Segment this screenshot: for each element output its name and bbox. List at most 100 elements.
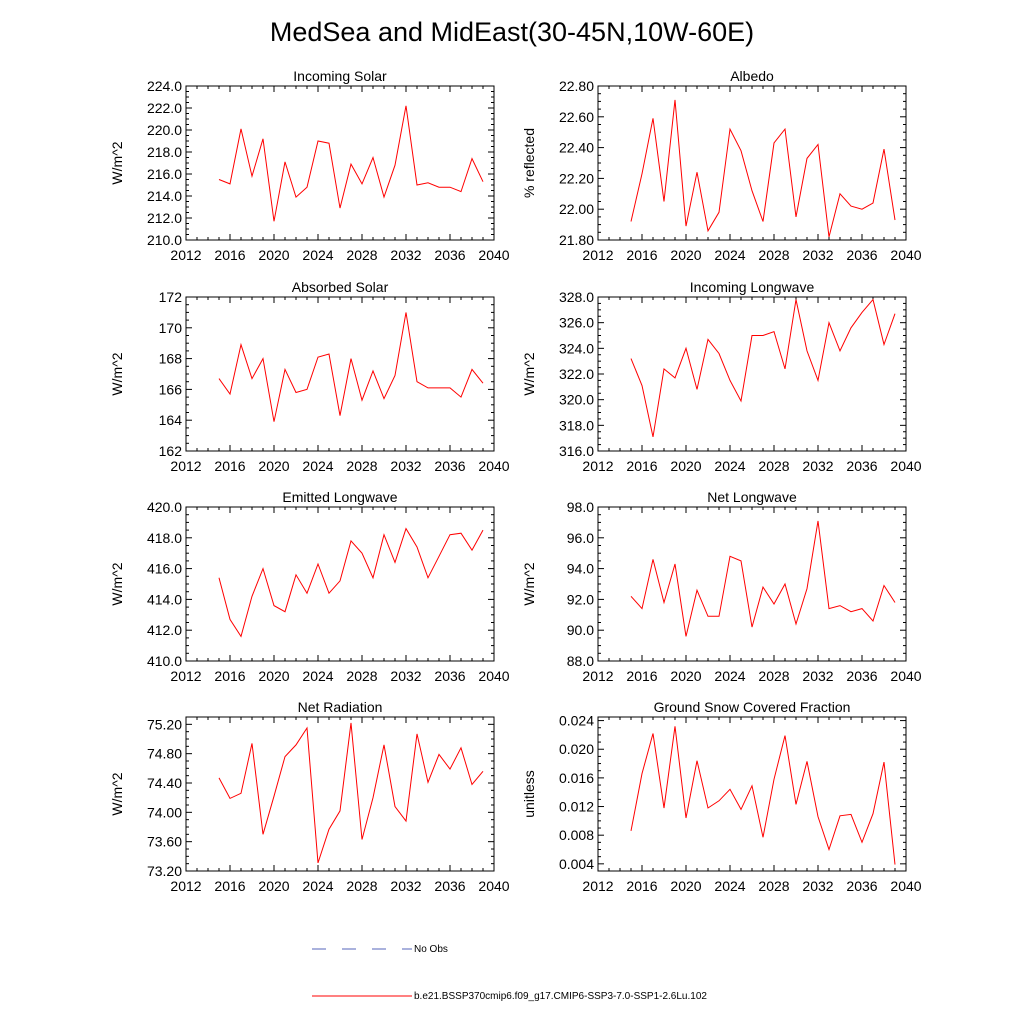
x-tick-label: 2016 — [214, 247, 245, 263]
series-line — [218, 527, 484, 638]
y-tick-label: 320.0 — [559, 392, 594, 408]
x-tick-label: 2024 — [714, 668, 745, 684]
y-axis-label: W/m^2 — [109, 352, 125, 395]
y-tick-label: 90.0 — [567, 622, 594, 638]
x-tick-label: 2036 — [434, 668, 465, 684]
y-tick-label: 170 — [159, 320, 183, 336]
x-tick-label: 2032 — [802, 247, 833, 263]
y-tick-label: 322.0 — [559, 366, 594, 382]
y-tick-label: 168 — [159, 351, 183, 367]
y-tick-label: 22.20 — [559, 170, 594, 186]
series-line — [218, 722, 484, 864]
panels: Incoming Solar 2012 2016 2020 2024 2028 2032 20… — [109, 68, 922, 894]
series-line — [630, 520, 896, 637]
x-tick-label: 2040 — [478, 878, 509, 894]
x-tick-label: 2016 — [214, 878, 245, 894]
y-tick-label: 74.80 — [147, 746, 182, 762]
x-tick-label: 2040 — [890, 458, 921, 474]
x-tick-label: 2024 — [714, 247, 745, 263]
y-tick-label: 212.0 — [147, 210, 182, 226]
y-tick-label: 412.0 — [147, 622, 182, 638]
x-tick-label: 2020 — [258, 458, 289, 474]
y-tick-label: 0.020 — [559, 741, 594, 757]
x-tick-label: 2012 — [582, 247, 613, 263]
x-tick-label: 2036 — [846, 668, 877, 684]
chart-panel-1: Incoming Solar 2012 2016 2020 2024 2028 2032 20… — [109, 68, 510, 263]
x-tick-label: 2016 — [626, 458, 657, 474]
plot-frame — [185, 296, 495, 452]
x-tick-label: 2032 — [390, 458, 421, 474]
plot-frame — [185, 85, 495, 241]
y-tick-label: 214.0 — [147, 188, 182, 204]
series-line — [630, 726, 896, 865]
x-tick-label: 2016 — [626, 247, 657, 263]
y-tick-label: 21.80 — [559, 232, 594, 248]
y-tick-label: 224.0 — [147, 78, 182, 94]
y-tick-label: 414.0 — [147, 591, 182, 607]
y-axis-label: W/m^2 — [109, 562, 125, 605]
x-tick-label: 2016 — [626, 878, 657, 894]
x-tick-label: 2024 — [302, 878, 333, 894]
x-tick-label: 2040 — [478, 458, 509, 474]
y-tick-label: 22.80 — [559, 78, 594, 94]
y-tick-label: 73.60 — [147, 834, 182, 850]
y-tick-label: 326.0 — [559, 315, 594, 331]
x-tick-label: 2032 — [390, 668, 421, 684]
y-tick-label: 418.0 — [147, 530, 182, 546]
y-axis-label: W/m^2 — [521, 352, 537, 395]
y-tick-label: 420.0 — [147, 499, 182, 515]
y-tick-label: 0.004 — [559, 856, 594, 872]
y-tick-label: 74.40 — [147, 775, 182, 791]
y-tick-label: 316.0 — [559, 443, 594, 459]
chart-panel-3: Absorbed Solar 2012 2016 2020 2024 2028 2032 20… — [109, 279, 510, 474]
x-tick-label: 2032 — [802, 458, 833, 474]
chart-panel-7: Net Radiation 2012 2016 2020 2024 2028 2032 203… — [109, 699, 510, 894]
series-line — [630, 298, 896, 438]
plot-frame — [597, 506, 907, 662]
x-tick-label: 2016 — [214, 668, 245, 684]
chart-panel-8: Ground Snow Covered Fraction 2012 2016 2020… — [521, 699, 922, 894]
x-tick-label: 2036 — [846, 878, 877, 894]
panel-title: Incoming Longwave — [690, 279, 815, 295]
x-tick-label: 2024 — [714, 458, 745, 474]
x-tick-label: 2040 — [890, 247, 921, 263]
y-tick-label: 318.0 — [559, 417, 594, 433]
x-tick-label: 2028 — [346, 878, 377, 894]
x-tick-label: 2040 — [890, 878, 921, 894]
y-tick-label: 0.008 — [559, 827, 594, 843]
y-tick-label: 166 — [159, 381, 183, 397]
x-tick-label: 2028 — [346, 247, 377, 263]
x-tick-label: 2028 — [758, 668, 789, 684]
chart-panel-6: Net Longwave 2012 2016 2020 2024 2028 2032 2036… — [521, 489, 922, 684]
plot-frame — [185, 716, 495, 872]
y-tick-label: 88.0 — [567, 653, 594, 669]
legend: No Obs b.e21.BSSP370cmip6.f09_g17.CMIP6-S… — [312, 944, 707, 1002]
x-tick-label: 2020 — [670, 247, 701, 263]
y-axis-label: W/m^2 — [109, 772, 125, 815]
x-tick-label: 2016 — [626, 668, 657, 684]
x-tick-label: 2036 — [434, 247, 465, 263]
y-tick-label: 73.20 — [147, 863, 182, 879]
y-tick-label: 220.0 — [147, 122, 182, 138]
y-axis-label: W/m^2 — [109, 141, 125, 184]
x-tick-label: 2020 — [670, 668, 701, 684]
panel-title: Emitted Longwave — [282, 489, 397, 505]
y-tick-label: 0.016 — [559, 770, 594, 786]
x-tick-label: 2012 — [582, 668, 613, 684]
x-tick-label: 2020 — [258, 878, 289, 894]
y-tick-label: 0.024 — [559, 713, 594, 729]
y-tick-label: 218.0 — [147, 144, 182, 160]
x-tick-label: 2012 — [582, 458, 613, 474]
x-tick-label: 2036 — [434, 458, 465, 474]
y-axis-label: W/m^2 — [521, 562, 537, 605]
chart-panel-5: Emitted Longwave 2012 2016 2020 2024 2028 2032… — [109, 489, 510, 684]
x-tick-label: 2032 — [802, 878, 833, 894]
x-tick-label: 2020 — [258, 668, 289, 684]
panel-title: Albedo — [730, 68, 774, 84]
x-tick-label: 2012 — [170, 878, 201, 894]
panel-title: Incoming Solar — [293, 68, 387, 84]
y-tick-label: 222.0 — [147, 100, 182, 116]
panel-title: Ground Snow Covered Fraction — [654, 699, 851, 715]
x-tick-label: 2032 — [802, 668, 833, 684]
